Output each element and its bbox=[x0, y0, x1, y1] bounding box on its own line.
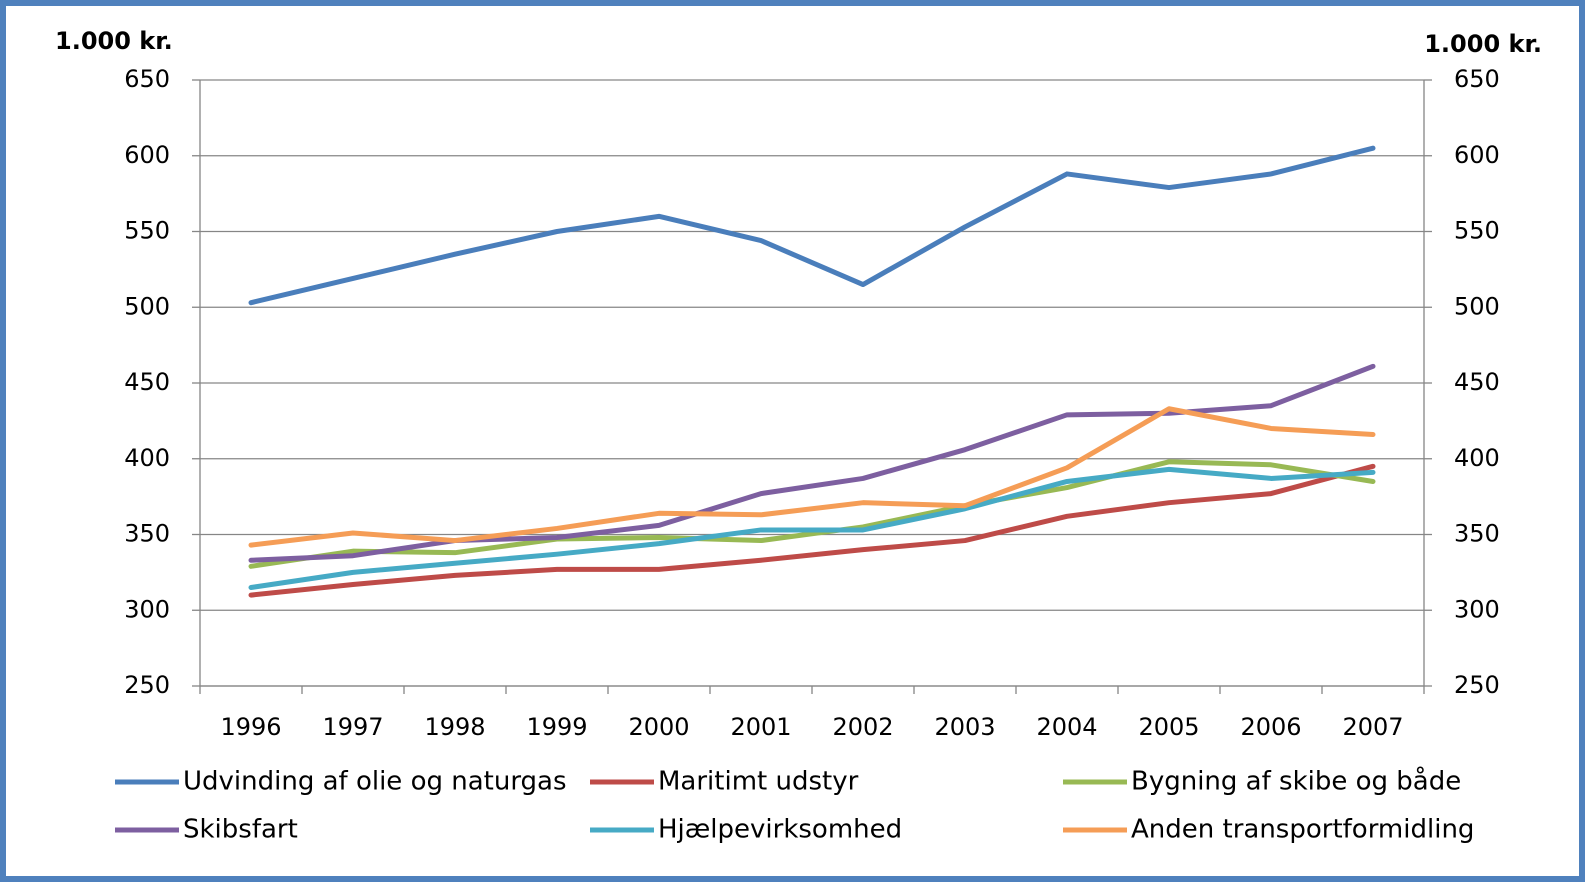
x-tick-label: 2004 bbox=[1036, 713, 1097, 741]
x-tick-label: 2007 bbox=[1342, 713, 1403, 741]
x-tick-label: 2006 bbox=[1240, 713, 1301, 741]
line bbox=[248, 406, 1376, 548]
x-tick-label: 1999 bbox=[526, 713, 587, 741]
y2-axis-label: 1.000 kr. bbox=[1424, 30, 1542, 58]
y2-tick-label: 250 bbox=[1454, 671, 1500, 699]
x-tick-label: 2002 bbox=[832, 713, 893, 741]
y-tick-label: 400 bbox=[124, 444, 170, 472]
line bbox=[248, 463, 1376, 598]
y2-tick-label: 500 bbox=[1454, 292, 1500, 320]
line bbox=[248, 145, 1376, 306]
x-tick-label: 2005 bbox=[1138, 713, 1199, 741]
y-tick-label: 650 bbox=[124, 65, 170, 93]
x-tick-label: 2003 bbox=[934, 713, 995, 741]
y-axis-label: 1.000 kr. bbox=[55, 27, 173, 55]
y2-tick-label: 600 bbox=[1454, 141, 1500, 169]
legend-label: Maritimt udstyr bbox=[658, 767, 859, 797]
y-tick-label: 500 bbox=[124, 292, 170, 320]
x-tick-label: 1998 bbox=[424, 713, 485, 741]
x-tick-label: 2000 bbox=[628, 713, 689, 741]
line bbox=[248, 459, 1376, 569]
x-tick-label: 2001 bbox=[730, 713, 791, 741]
y-tick-label: 250 bbox=[124, 671, 170, 699]
legend-label: Anden transportformidling bbox=[1131, 815, 1474, 845]
y2-tick-label: 350 bbox=[1454, 520, 1500, 548]
legend-label: Udvinding af olie og naturgas bbox=[183, 767, 567, 797]
y2-tick-label: 650 bbox=[1454, 65, 1500, 93]
line bbox=[248, 466, 1376, 591]
x-tick-label: 1996 bbox=[220, 713, 281, 741]
y-tick-label: 550 bbox=[124, 217, 170, 245]
y2-tick-label: 400 bbox=[1454, 444, 1500, 472]
y-tick-label: 600 bbox=[124, 141, 170, 169]
y2-tick-label: 300 bbox=[1454, 595, 1500, 623]
legend-label: Skibsfart bbox=[183, 815, 298, 845]
legend-label: Bygning af skibe og både bbox=[1131, 766, 1461, 797]
y-tick-label: 300 bbox=[124, 595, 170, 623]
y-tick-label: 350 bbox=[124, 520, 170, 548]
y-tick-label: 450 bbox=[124, 368, 170, 396]
legend-label: Hjælpevirksomhed bbox=[658, 815, 902, 845]
y2-tick-label: 550 bbox=[1454, 217, 1500, 245]
y2-tick-label: 450 bbox=[1454, 368, 1500, 396]
x-tick-label: 1997 bbox=[322, 713, 383, 741]
